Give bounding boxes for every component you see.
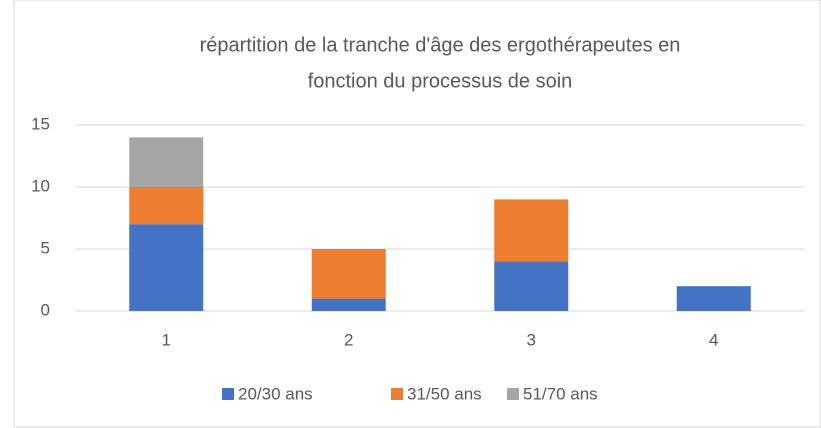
y-tick-label: 15	[31, 114, 50, 133]
x-tick-label: 1	[162, 330, 171, 349]
legend-swatch	[507, 388, 519, 400]
legend-label: 31/50 ans	[407, 384, 482, 403]
bar-segment	[129, 224, 204, 311]
legend-label: 20/30 ans	[238, 384, 313, 403]
bar-segment	[311, 249, 386, 299]
chart-border	[13, 0, 821, 428]
legend-label: 51/70 ans	[523, 384, 598, 403]
legend-swatch	[391, 388, 403, 400]
bar-segment	[494, 199, 569, 262]
y-tick-label: 5	[41, 238, 50, 257]
y-tick-label: 0	[41, 300, 50, 319]
y-tick-label: 10	[31, 176, 50, 195]
bar-segment	[676, 286, 751, 311]
bar-segment	[494, 261, 569, 311]
chart-title: répartition de la tranche d'âge des ergo…	[200, 34, 681, 56]
x-tick-label: 4	[709, 330, 718, 349]
x-tick-label: 3	[527, 330, 536, 349]
legend-swatch	[222, 388, 234, 400]
x-tick-label: 2	[344, 330, 353, 349]
bar-segment	[311, 298, 386, 311]
bar-segment	[129, 187, 204, 225]
chart-title: fonction du processus de soin	[308, 70, 573, 92]
bar-segment	[129, 137, 204, 187]
